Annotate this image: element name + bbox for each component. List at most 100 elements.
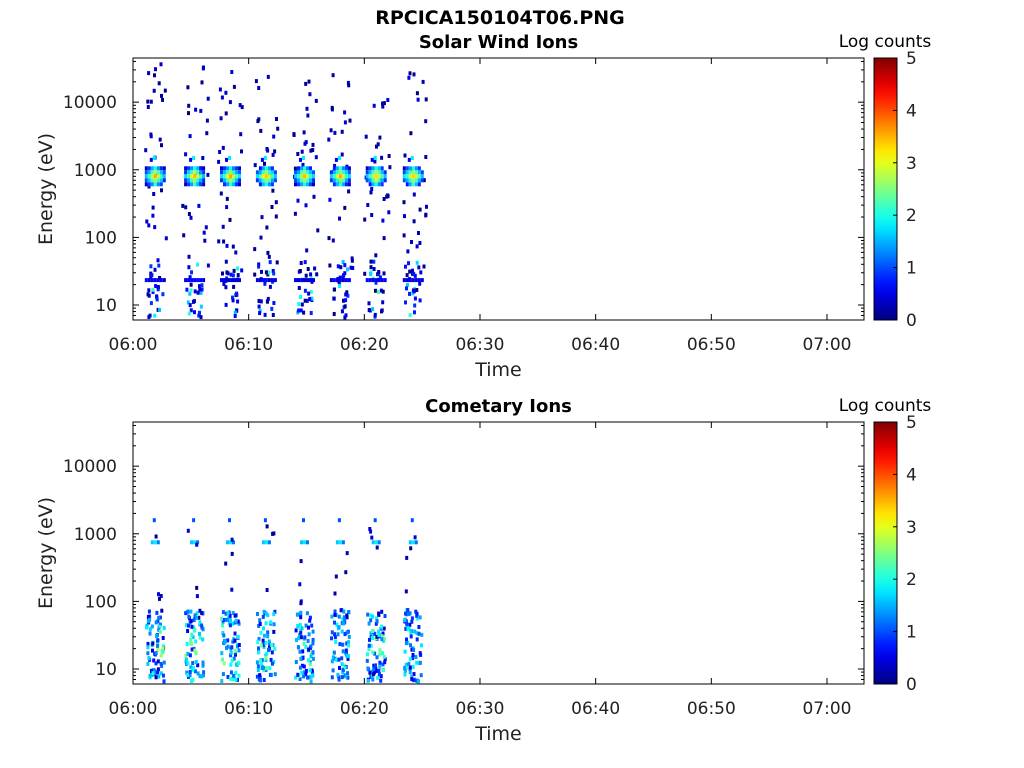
data-cell — [377, 178, 381, 183]
data-cell — [307, 79, 311, 84]
data-cell — [193, 627, 197, 632]
data-cell — [232, 656, 236, 661]
data-cell — [206, 172, 210, 177]
data-cell — [187, 111, 190, 116]
data-cell — [229, 653, 233, 658]
data-cell — [276, 126, 280, 131]
data-cell — [369, 272, 373, 276]
data-cell — [309, 272, 313, 277]
data-cell — [266, 148, 270, 153]
data-cell — [405, 621, 409, 626]
panel-solar-wind-ions: Solar Wind Ions 06:00 06:10 06:20 06:30 06:40… — [35, 32, 931, 381]
data-cell — [338, 166, 342, 171]
data-cell — [267, 178, 271, 183]
data-cell — [229, 278, 232, 283]
data-cell — [334, 574, 338, 579]
data-cell — [304, 81, 308, 86]
data-cell — [337, 677, 341, 682]
data-cell — [269, 657, 273, 662]
data-cell — [334, 640, 338, 644]
data-cell — [297, 286, 301, 290]
data-cell — [154, 534, 158, 539]
data-cell — [147, 656, 151, 661]
data-cell — [228, 100, 232, 105]
data-cell — [309, 679, 313, 684]
data-cell — [200, 611, 204, 615]
data-cell — [377, 166, 381, 171]
data-cell — [229, 166, 232, 171]
data-cell — [229, 650, 233, 655]
data-cell — [408, 656, 412, 661]
data-cell — [232, 182, 235, 187]
data-cell — [418, 241, 422, 245]
data-cell — [381, 662, 385, 667]
data-cell — [405, 278, 409, 283]
data-cell — [371, 650, 375, 655]
data-cell — [198, 635, 202, 640]
data-cell — [405, 286, 408, 291]
data-cell — [218, 150, 222, 154]
data-cell — [407, 611, 411, 616]
data-cell — [409, 131, 413, 136]
data-cell — [329, 178, 333, 183]
data-cell — [336, 672, 340, 677]
data-cell — [374, 278, 378, 283]
data-cell — [404, 300, 407, 305]
data-cell — [343, 632, 347, 637]
data-cell — [189, 282, 193, 287]
data-cell — [226, 638, 230, 643]
y-tick-label: 10000 — [63, 457, 117, 477]
data-cell — [364, 134, 368, 139]
data-cell — [233, 648, 237, 653]
data-cell — [261, 614, 265, 619]
data-cell — [413, 296, 417, 301]
data-cell — [224, 111, 228, 116]
data-cell — [340, 656, 344, 661]
data-cell — [405, 178, 409, 183]
data-cell — [411, 268, 414, 273]
data-cell — [408, 170, 412, 175]
data-cell — [222, 661, 226, 666]
data-cell — [313, 266, 317, 271]
data-cell — [149, 132, 153, 137]
data-cell — [195, 611, 199, 616]
data-cell — [224, 90, 228, 95]
data-cell — [226, 540, 229, 545]
data-cell — [160, 93, 163, 98]
data-cell — [147, 278, 151, 283]
data-cell — [414, 540, 418, 545]
data-cell — [192, 156, 196, 160]
data-cell — [335, 182, 339, 187]
data-cell — [221, 145, 225, 150]
data-cell — [192, 518, 196, 523]
data-cell — [264, 178, 268, 183]
data-cell — [232, 284, 236, 289]
data-cell — [157, 627, 161, 632]
data-cell — [425, 204, 428, 209]
data-cell — [196, 178, 200, 183]
data-cell — [372, 259, 376, 264]
y-axis-label: Energy (eV) — [35, 497, 57, 609]
data-cell — [152, 658, 156, 663]
data-cell — [271, 188, 275, 193]
data-cell — [407, 75, 411, 80]
data-cell — [304, 672, 308, 677]
data-cell — [403, 649, 407, 654]
data-cell — [375, 619, 379, 624]
y-tick-label: 1000 — [74, 525, 117, 545]
data-cell — [346, 293, 350, 298]
data-cell — [411, 653, 415, 657]
data-cell — [402, 166, 406, 171]
data-cell — [184, 182, 188, 187]
data-cell — [199, 304, 203, 309]
data-cell — [272, 271, 276, 276]
colorbar — [873, 57, 898, 321]
data-cell — [188, 303, 192, 308]
data-cell — [257, 117, 261, 122]
data-cell — [296, 645, 300, 650]
data-cell — [232, 166, 235, 171]
data-cell — [150, 624, 154, 629]
data-cell — [158, 622, 162, 627]
data-cell — [235, 178, 238, 183]
data-cell — [337, 614, 341, 619]
